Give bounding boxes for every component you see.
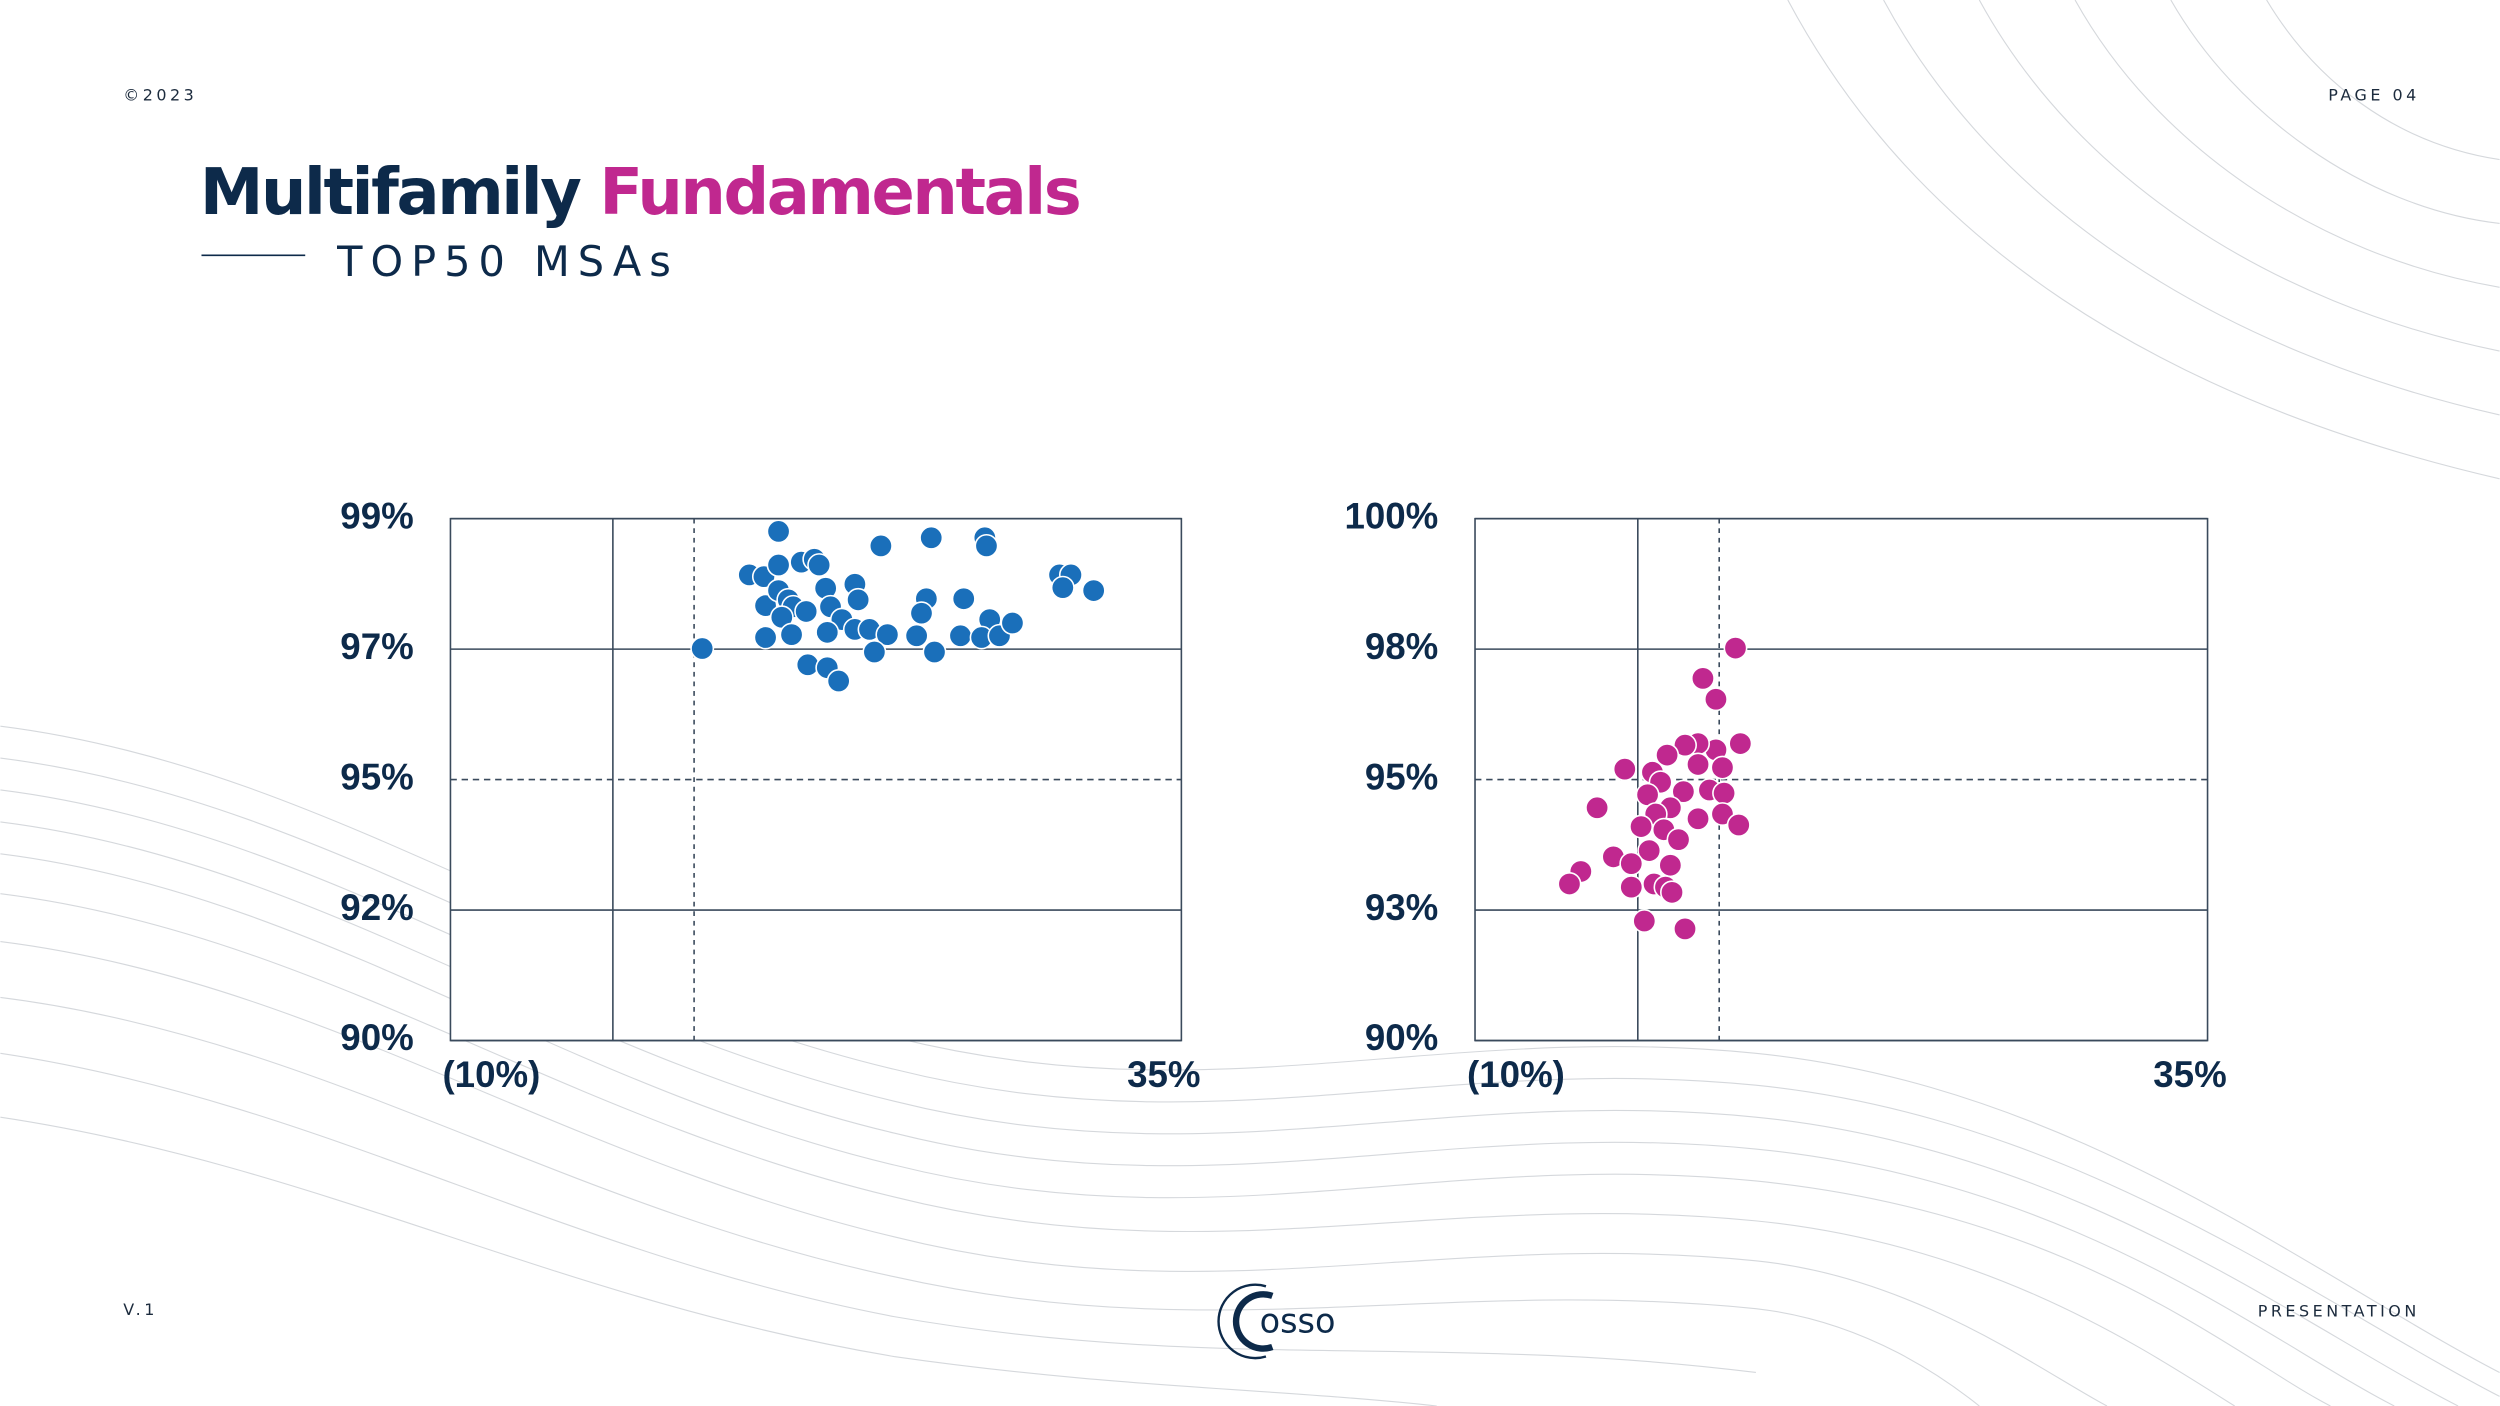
logo-text: osso (1260, 1302, 1336, 1341)
point (1637, 838, 1662, 863)
logo: osso (1217, 1283, 1336, 1360)
y-tick-label: 97% (340, 626, 413, 667)
point (868, 533, 893, 558)
scatter-chart: 90% 93% 95% 98% 100% (10%) 35% (1344, 495, 2226, 1095)
point (1686, 752, 1711, 777)
point (1666, 827, 1691, 852)
point (1612, 757, 1637, 782)
title: Multifamily Fundamentals (200, 156, 1079, 230)
point (919, 525, 944, 550)
point (815, 620, 840, 645)
scatter-chart: 90% 92% 95% 97% 99% (10%) 35% (340, 495, 1200, 1095)
point (794, 599, 819, 624)
point (1673, 733, 1697, 758)
point (904, 623, 929, 648)
y-tick-label: 95% (340, 756, 413, 797)
point (826, 669, 851, 693)
point (753, 593, 778, 618)
point (846, 587, 871, 612)
point (922, 640, 947, 665)
y-tick-label: 90% (340, 1017, 413, 1058)
point (909, 601, 934, 626)
point (1632, 909, 1657, 933)
point (1703, 687, 1728, 712)
point (1050, 575, 1075, 600)
copyright: ©2023 (123, 86, 197, 105)
y-tick-label: 90% (1365, 1017, 1438, 1058)
point (807, 553, 832, 578)
x-tick-label: 35% (1127, 1054, 1200, 1095)
logo-mark (1217, 1283, 1267, 1360)
title-part: Multifamily (200, 156, 581, 230)
point (1660, 880, 1684, 905)
point (766, 553, 791, 578)
point (974, 533, 999, 558)
point (753, 625, 778, 650)
point (1690, 666, 1715, 691)
point (766, 519, 791, 544)
point (1000, 611, 1025, 636)
plot-frame (449, 517, 1183, 1042)
point (1585, 795, 1610, 820)
point (1712, 781, 1737, 806)
y-tick-label: 100% (1344, 495, 1438, 536)
point (1686, 806, 1711, 831)
point (1081, 578, 1106, 603)
point (1726, 813, 1751, 837)
point (779, 622, 804, 647)
x-tick-label: 35% (2153, 1054, 2226, 1095)
point (1655, 743, 1680, 768)
point (1557, 872, 1582, 896)
point (1671, 779, 1696, 804)
y-tick-label: 95% (1365, 756, 1438, 797)
point (1723, 636, 1748, 661)
point (1673, 916, 1697, 941)
point (875, 622, 900, 647)
point (948, 623, 973, 648)
y-tick-label: 93% (1365, 887, 1438, 928)
point (951, 586, 976, 611)
plot-frame (1474, 517, 2209, 1042)
subtitle: TOP50 MSAs (336, 237, 679, 286)
y-tick-label: 99% (340, 495, 413, 536)
point (1710, 755, 1735, 780)
y-tick-label: 92% (340, 887, 413, 928)
point (1728, 731, 1753, 756)
point (1619, 851, 1644, 876)
title-part: Fundamentals (599, 156, 1079, 230)
point (1629, 814, 1654, 839)
point (862, 640, 887, 665)
footer-label: PRESENTATION (2258, 1302, 2420, 1321)
point (795, 652, 820, 677)
x-tick-label: (10%) (442, 1054, 540, 1095)
x-tick-label: (10%) (1467, 1054, 1565, 1095)
version: V.1 (123, 1300, 158, 1319)
point (1619, 875, 1644, 900)
logo-mark (1232, 1291, 1274, 1352)
point (690, 636, 715, 661)
point (1658, 853, 1683, 878)
y-tick-label: 98% (1365, 626, 1438, 667)
page-number: PAGE 04 (2328, 86, 2420, 105)
